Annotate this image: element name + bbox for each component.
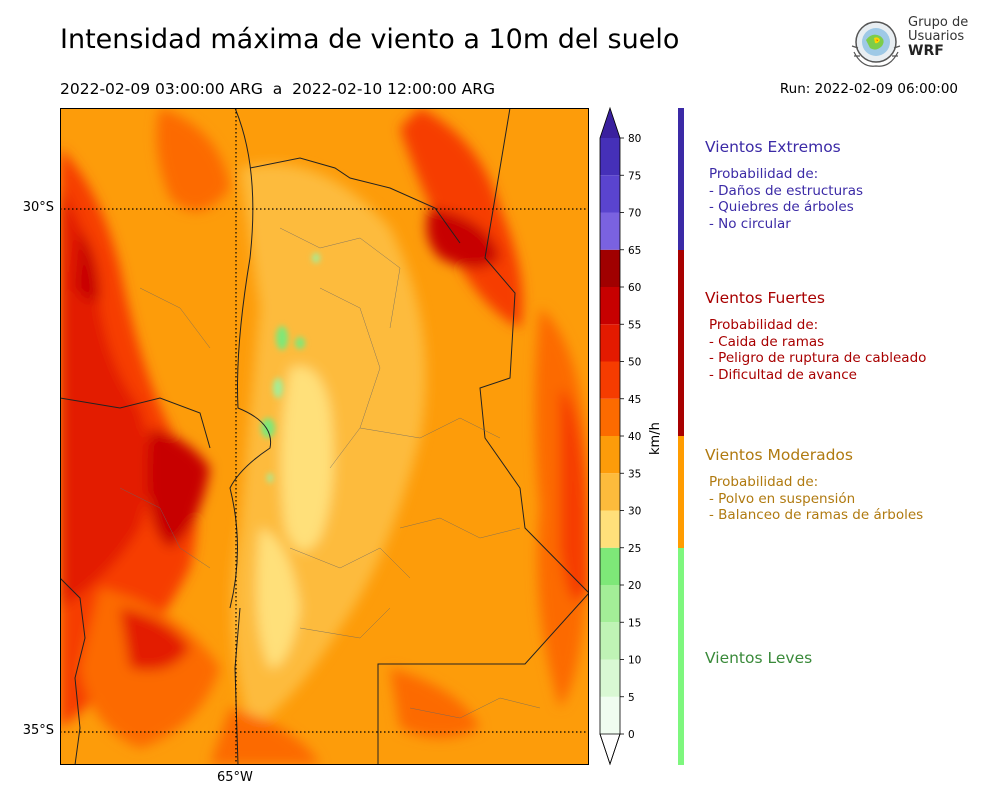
- category-title: Vientos Fuertes: [705, 289, 825, 307]
- colorbar-segment: [600, 585, 620, 623]
- colorbar-tick-label: 20: [628, 580, 641, 592]
- page-title: Intensidad máxima de viento a 10m del su…: [60, 24, 680, 55]
- colorbar-segment: [600, 138, 620, 176]
- category-bar-extremos: [678, 108, 684, 250]
- category-line: - Polvo en suspensión: [709, 490, 856, 507]
- logo-line-3: WRF: [908, 43, 944, 59]
- category-bar-moderados: [678, 436, 684, 548]
- colorbar-segment: [600, 398, 620, 436]
- colorbar-tick-label: 30: [628, 506, 641, 518]
- run-timestamp: Run: 2022-02-09 06:00:00: [779, 81, 958, 97]
- category-line: - Daños de estructuras: [709, 182, 864, 199]
- category-line: Probabilidad de:: [709, 166, 819, 182]
- colorbar-tick-label: 80: [628, 133, 641, 145]
- logo-line-1: Grupo de: [908, 15, 969, 30]
- colorbar-segment: [600, 287, 620, 325]
- colorbar-tick-label: 40: [628, 431, 641, 443]
- colorbar-segment: [600, 659, 620, 697]
- colorbar-tick-label: 60: [628, 282, 641, 294]
- category-line: - Peligro de ruptura de cableado: [709, 350, 927, 366]
- colorbar-segment: [600, 473, 620, 511]
- category-title: Vientos Leves: [705, 649, 813, 667]
- category-extremos: Vientos Extremos Probabilidad de: - Daño…: [705, 138, 863, 232]
- category-title: Vientos Extremos: [705, 138, 841, 156]
- colorbar-segment: [600, 547, 620, 585]
- department-borders: [119, 227, 541, 719]
- colorbar-unit: km/h: [648, 422, 663, 455]
- lat-label-35s: 35°S: [22, 723, 54, 738]
- category-line: - Quiebres de árboles: [709, 199, 854, 215]
- colorbar-segment: [600, 510, 620, 548]
- category-bar-leves: [678, 547, 684, 765]
- category-moderados: Vientos Moderados Probabilidad de: - Pol…: [705, 446, 923, 524]
- wrf-logo: Grupo de Usuarios WRF: [848, 16, 978, 74]
- lat-label-30s: 30°S: [22, 200, 54, 215]
- colorbar-tick-label: 25: [628, 543, 641, 555]
- graticule: [60, 108, 589, 765]
- category-line: - Caida de ramas: [709, 333, 825, 350]
- colorbar-tick-label: 50: [628, 357, 641, 369]
- colorbar-extend-bottom: [599, 733, 621, 766]
- colorbar: 0 5 10 15 20 25 30 35 40 45 50 55 60 65 70 75 80: [599, 106, 641, 766]
- category-bar-fuertes: [678, 249, 684, 436]
- forecast-period: 2022-02-09 03:00:00 ARG a 2022-02-10 12:…: [60, 80, 496, 98]
- wind-map: [60, 108, 589, 765]
- province-borders: [60, 108, 589, 765]
- colorbar-segment: [600, 696, 620, 734]
- lon-label-65w: 65°W: [217, 770, 253, 785]
- colorbar-tick-label: 0: [628, 729, 635, 741]
- colorbar-segment: [600, 249, 620, 287]
- category-line: Probabilidad de:: [709, 474, 819, 490]
- colorbar-segment: [600, 324, 620, 362]
- category-title: Vientos Moderados: [705, 446, 853, 464]
- colorbar-tick-label: 10: [628, 655, 641, 667]
- colorbar-tick-label: 65: [628, 245, 641, 257]
- colorbar-segment: [600, 212, 620, 250]
- colorbar-tick-label: 55: [628, 319, 641, 331]
- colorbar-tick-label: 15: [628, 617, 641, 629]
- category-line: - Dificultad de avance: [709, 366, 857, 383]
- calm-patches: [261, 253, 320, 483]
- colorbar-segment: [600, 361, 620, 399]
- category-line: Probabilidad de:: [709, 317, 819, 333]
- colorbar-tick-label: 5: [628, 692, 635, 704]
- colorbar-tick-label: 70: [628, 208, 641, 220]
- colorbar-tick-label: 75: [628, 170, 641, 182]
- category-line: - No circular: [709, 215, 791, 232]
- colorbar-segment: [600, 622, 620, 660]
- category-line: - Balanceo de ramas de árboles: [709, 507, 924, 523]
- category-fuertes: Vientos Fuertes Probabilidad de: - Caida…: [705, 289, 926, 383]
- colorbar-tick-label: 45: [628, 394, 641, 406]
- wind-field: [60, 108, 589, 765]
- colorbar-segment: [600, 436, 620, 474]
- colorbar-extend-top: [600, 108, 620, 138]
- category-leves: Vientos Leves: [705, 649, 812, 667]
- globe-icon: [851, 21, 901, 67]
- logo-line-2: Usuarios: [908, 29, 965, 44]
- colorbar-tick-label: 35: [628, 468, 641, 480]
- colorbar-segment: [600, 175, 620, 213]
